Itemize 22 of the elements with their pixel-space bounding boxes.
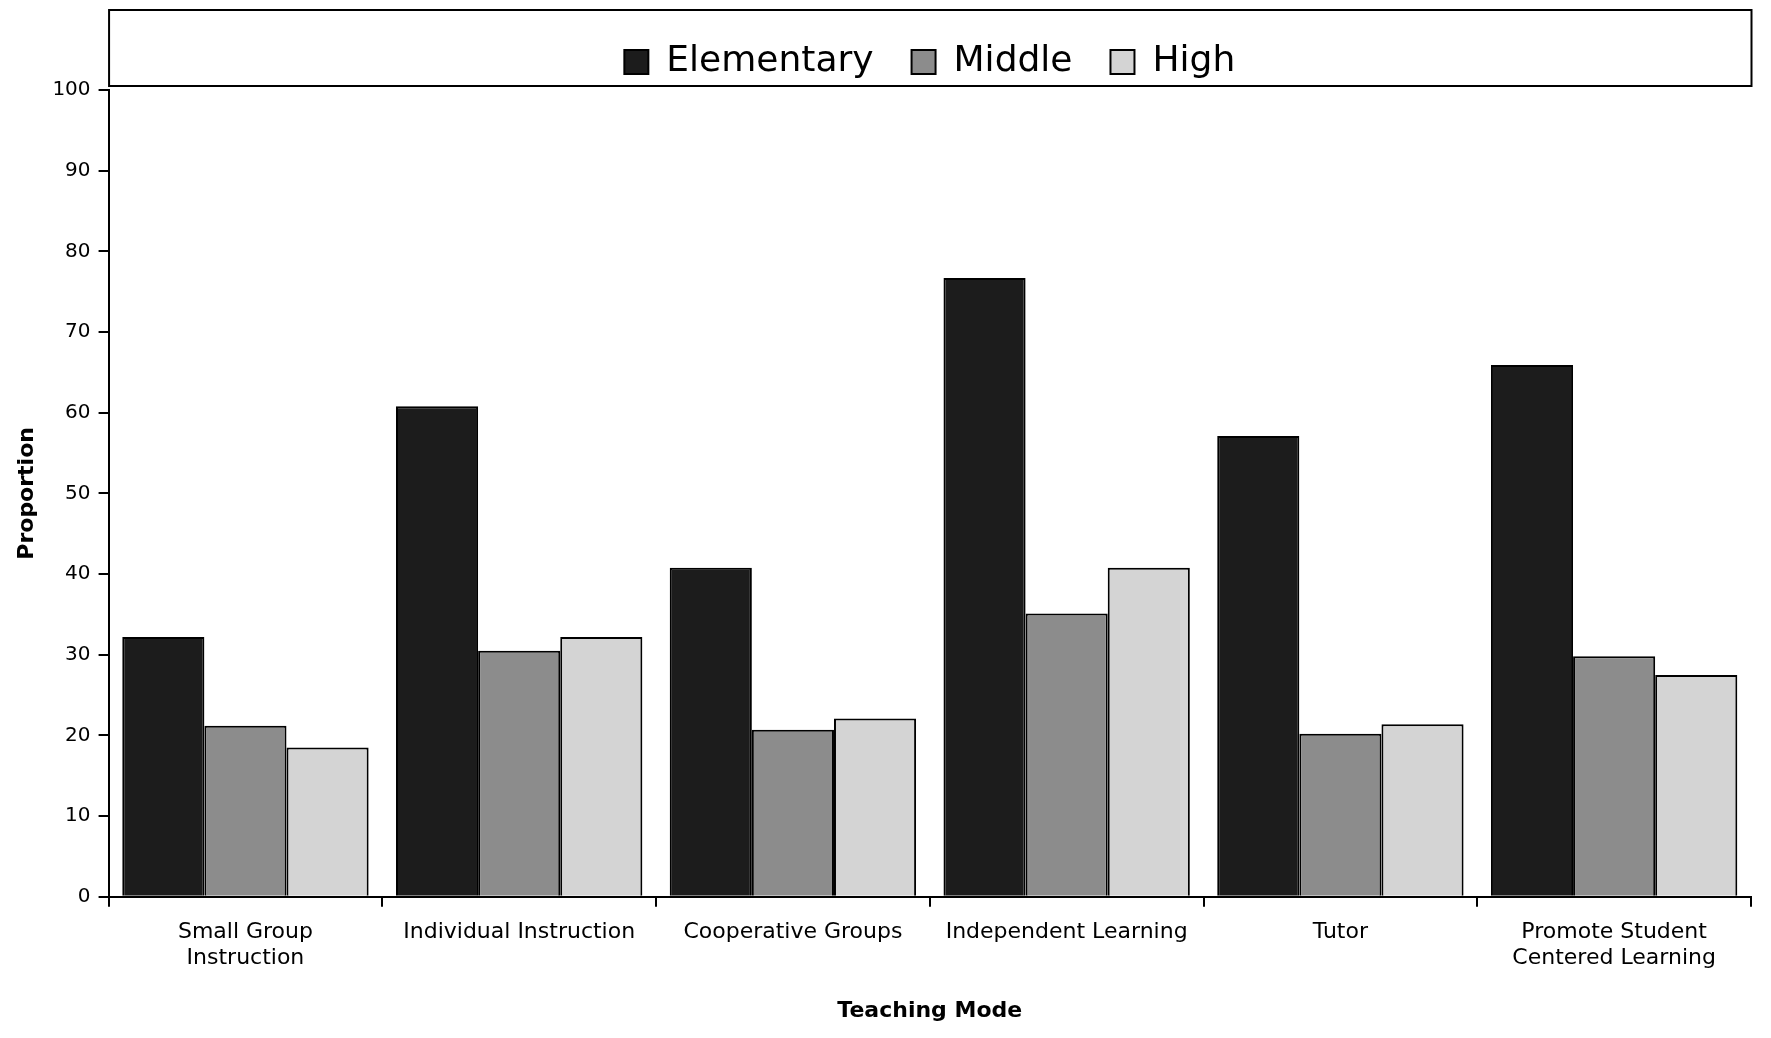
y-tick-label: 10 [65, 802, 91, 827]
x-axis-title: Teaching Mode [837, 996, 1023, 1022]
y-tick-label: 90 [65, 156, 91, 181]
legend-label: High [1152, 38, 1236, 80]
y-tick-label: 30 [65, 640, 91, 665]
y-tick-label: 0 [77, 883, 91, 907]
y-tick-label: 70 [65, 318, 91, 343]
y-tick-label: 20 [65, 721, 91, 746]
x-tick-label: Independent Learning [945, 917, 1188, 943]
y-tick-label: 80 [65, 237, 91, 262]
x-tick-label: Cooperative Groups [683, 917, 903, 943]
legend-label: Elementary [666, 38, 874, 80]
x-tick-label: Promote Student Centered Learning [1512, 917, 1716, 970]
x-tick-label: Individual Instruction [403, 917, 636, 943]
legend-label: Middle [953, 38, 1073, 80]
y-axis-title: Proportion [12, 427, 38, 560]
x-tick-label: Tutor [1311, 917, 1369, 943]
y-tick-label: 40 [65, 560, 91, 585]
x-tick-label: Small Group Instruction [177, 917, 313, 970]
y-tick-label: 60 [65, 398, 91, 423]
y-tick-label: 50 [65, 479, 91, 504]
y-tick-label: 100 [52, 76, 91, 101]
